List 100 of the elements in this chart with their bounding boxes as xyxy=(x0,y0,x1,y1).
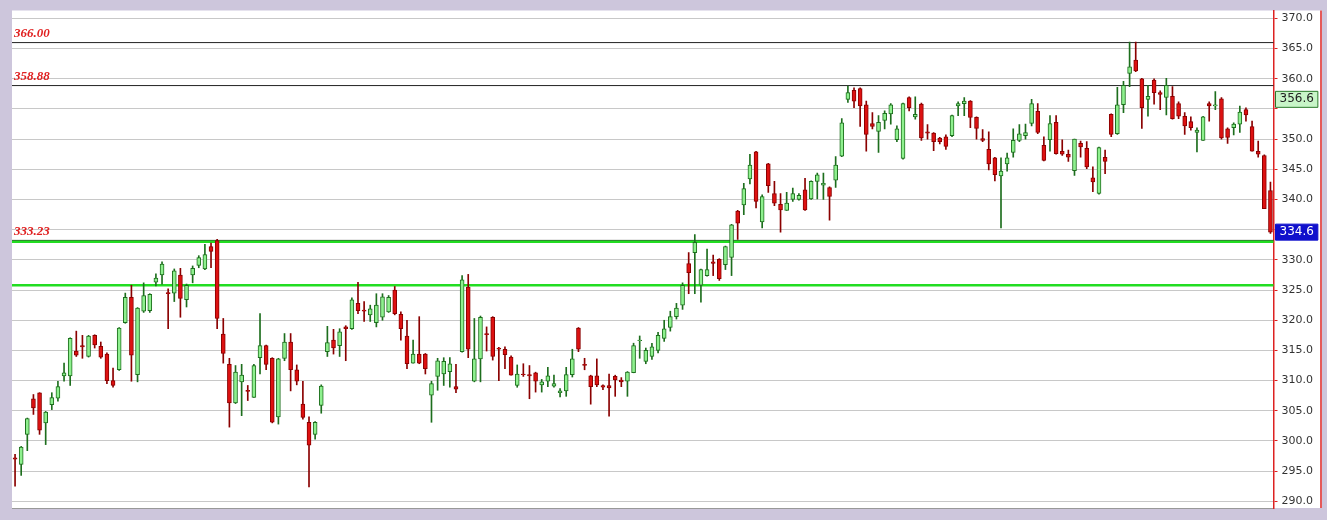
candlestick xyxy=(827,186,832,221)
annotation: 334.6 xyxy=(1279,224,1314,239)
candlestick xyxy=(435,357,440,391)
candlestick xyxy=(612,374,618,397)
candlestick xyxy=(557,388,563,398)
candlestick xyxy=(92,334,97,349)
y-tick-label: 325.0 xyxy=(1281,282,1314,296)
candlestick xyxy=(337,328,342,357)
candlestick xyxy=(1072,138,1077,176)
candlestick xyxy=(135,307,140,383)
candlestick xyxy=(61,362,67,382)
candlestick xyxy=(533,371,538,393)
candlestick xyxy=(178,268,183,318)
candlestick xyxy=(1219,97,1224,140)
candlestick xyxy=(631,342,636,374)
candlestick xyxy=(882,110,887,130)
candlestick xyxy=(472,318,477,383)
candlestick xyxy=(386,295,391,313)
y-tick-label: 345.0 xyxy=(1281,162,1314,176)
candlestick xyxy=(184,283,189,308)
candlestick xyxy=(343,325,349,362)
candlestick xyxy=(570,348,575,378)
candlestick xyxy=(680,282,685,310)
candlestick xyxy=(1078,140,1083,158)
candlestick xyxy=(43,411,49,445)
candlestick xyxy=(919,102,924,141)
candlestick xyxy=(692,234,698,295)
candlestick xyxy=(1213,91,1218,110)
y-tick-label: 295.0 xyxy=(1281,464,1314,478)
candlestick xyxy=(710,254,716,276)
annotation: 356.6 xyxy=(1279,91,1314,106)
candlestick xyxy=(625,371,630,397)
candlestick xyxy=(576,327,581,352)
candlestick xyxy=(288,333,293,392)
candlestick xyxy=(496,347,502,381)
candlestick xyxy=(1023,123,1028,140)
candlestick xyxy=(1017,124,1022,142)
candlestick xyxy=(968,100,973,129)
candlestick xyxy=(876,115,881,153)
candlestick xyxy=(141,282,146,313)
candlestick xyxy=(12,453,18,487)
candlestick xyxy=(1121,80,1126,113)
candlestick xyxy=(31,394,36,415)
candlestick xyxy=(723,245,728,270)
candlestick xyxy=(1164,77,1169,116)
candlestick xyxy=(1268,181,1273,234)
y-tick-label: 305.0 xyxy=(1281,403,1314,417)
candlestick xyxy=(86,335,91,358)
candlestick xyxy=(1225,127,1230,144)
candlestick xyxy=(233,365,238,404)
candlestick xyxy=(37,392,42,435)
y-tick-label: 300.0 xyxy=(1281,433,1314,447)
y-tick-label: 360.0 xyxy=(1281,71,1314,85)
candlestick xyxy=(1157,90,1163,110)
candlestick xyxy=(282,333,287,362)
candlestick xyxy=(729,223,734,276)
candlestick xyxy=(674,303,679,320)
candlestick xyxy=(1115,86,1120,135)
candlestick xyxy=(1127,41,1132,87)
candlestick xyxy=(735,210,740,240)
candlestick xyxy=(1059,139,1065,156)
candlestick xyxy=(870,112,875,130)
candlestick xyxy=(276,357,281,425)
y-tick-label: 320.0 xyxy=(1281,313,1314,327)
candlestick xyxy=(1170,86,1175,120)
candlestick xyxy=(24,417,30,451)
ref-line-label: 333.23 xyxy=(13,223,51,239)
candlestick xyxy=(1261,154,1267,209)
candlestick xyxy=(80,335,85,359)
y-tick-label: 340.0 xyxy=(1281,192,1314,206)
candlestick xyxy=(374,293,379,328)
candlestick xyxy=(331,328,336,355)
candlestick xyxy=(667,310,673,332)
candlestick xyxy=(931,132,936,151)
y-tick-label: 350.0 xyxy=(1281,132,1314,146)
candlestick xyxy=(784,191,789,211)
candlestick xyxy=(778,193,783,233)
candlestick xyxy=(1066,149,1071,162)
candlestick xyxy=(1206,101,1212,122)
candlestick xyxy=(73,330,79,357)
candlestick xyxy=(380,293,385,321)
candlestick xyxy=(772,181,777,206)
candlestick xyxy=(637,335,643,359)
candlestick xyxy=(925,124,930,140)
y-tick-label: 370.0 xyxy=(1281,11,1314,25)
y-tick-label: 290.0 xyxy=(1281,494,1314,508)
candlestick xyxy=(961,97,967,116)
candlestick xyxy=(833,156,838,188)
candlestick xyxy=(227,357,232,428)
ref-line-label: 366.00 xyxy=(13,25,51,41)
candlestick xyxy=(1029,99,1034,127)
candlestick xyxy=(974,116,979,140)
candlestick xyxy=(129,284,134,382)
candlestick xyxy=(912,96,918,120)
candlestick xyxy=(980,129,985,142)
candlestick xyxy=(1176,101,1181,119)
candlestick xyxy=(1255,140,1261,158)
candlestick xyxy=(416,316,422,365)
candlestick xyxy=(527,365,532,400)
candlestick xyxy=(478,315,483,383)
